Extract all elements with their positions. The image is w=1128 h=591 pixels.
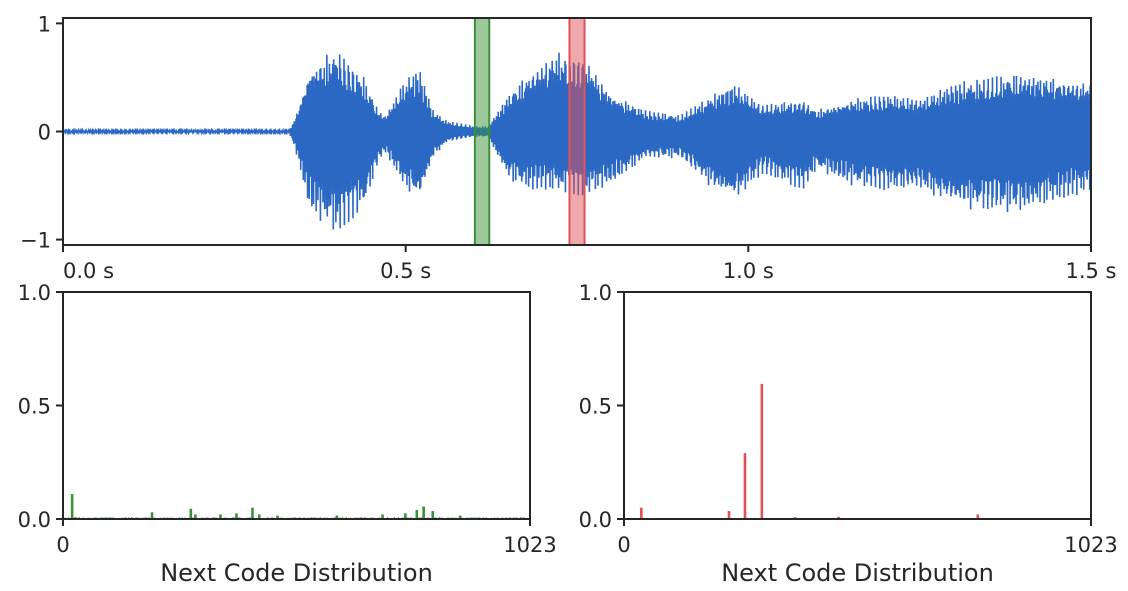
x-tick-label: 1023	[503, 533, 556, 557]
x-tick-label: 0	[56, 533, 69, 557]
x-axis-label: Next Code Distribution	[721, 559, 994, 587]
y-tick-label: 0.5	[18, 395, 51, 419]
green-highlight-span	[473, 17, 491, 246]
distribution-frame	[62, 291, 531, 520]
x-tick-label: 1.5 s	[1065, 259, 1116, 283]
y-tick-label: 0	[38, 121, 51, 145]
red-highlight-span	[568, 17, 586, 246]
y-tick-label: 0.5	[579, 395, 612, 419]
y-tick-label: 0.0	[18, 508, 51, 532]
x-tick-label: 0.0 s	[63, 259, 114, 283]
red-distribution-panel: 1.0 0.5 0.00 1023 Next Code Distribution	[579, 281, 1118, 587]
y-tick-label: 1.0	[18, 281, 51, 305]
distribution-frame	[623, 291, 1092, 520]
x-tick-label: 1.0 s	[723, 259, 774, 283]
y-tick-label: 0.0	[579, 508, 612, 532]
x-tick-label: 0.5 s	[380, 259, 431, 283]
y-tick-label: 1	[38, 12, 51, 36]
waveform-panel: 1 0 −1 0.0 s 0.5 s 1.0 s 1.5 s	[20, 12, 1116, 283]
x-axis-label: Next Code Distribution	[160, 559, 433, 587]
green-distribution-panel: 1.0 0.5 0.00 1023 Next Code Distribution	[18, 281, 557, 587]
y-tick-label: −1	[20, 229, 51, 253]
y-tick-label: 1.0	[579, 281, 612, 305]
x-tick-label: 1023	[1064, 533, 1117, 557]
x-tick-label: 0	[617, 533, 630, 557]
